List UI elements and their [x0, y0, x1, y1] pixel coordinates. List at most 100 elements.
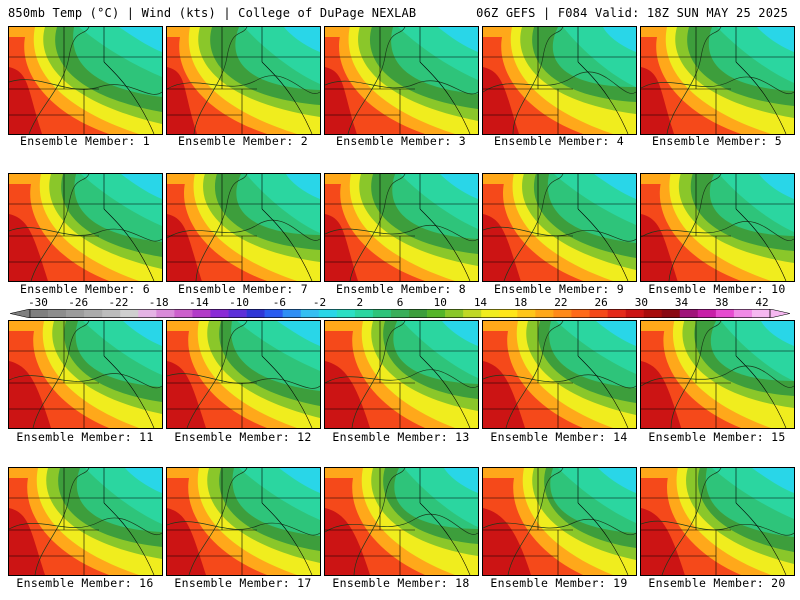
temperature-map [641, 27, 794, 134]
ensemble-map-panel [166, 320, 321, 429]
colorbar-segment [751, 309, 771, 318]
ensemble-map-panel [640, 467, 795, 576]
ensemble-map-panel [166, 467, 321, 576]
ensemble-member-label: Ensemble Member: 17 [174, 576, 312, 590]
temperature-map [483, 174, 636, 281]
temperature-map [483, 27, 636, 134]
colorbar-segment [228, 309, 247, 318]
ensemble-map-panel [482, 320, 637, 429]
colorbar-tick-label: 38 [715, 296, 729, 309]
colorbar-segment [463, 309, 482, 318]
colorbar-segment [517, 309, 536, 318]
temperature-colorbar: -30 -26 -22 -18 -14 -10 -6 -2 2 6 10 14 18 22 26 30 34 38… [10, 296, 790, 320]
ensemble-map-panel [8, 467, 163, 576]
ensemble-map-panel [482, 26, 637, 135]
ensemble-member-label: Ensemble Member: 1 [19, 134, 151, 148]
colorbar-tick-label: 26 [594, 296, 608, 309]
ensemble-member-label: Ensemble Member: 18 [332, 576, 470, 590]
colorbar-segment [84, 309, 103, 318]
ensemble-map-panel [324, 320, 479, 429]
ensemble-member-label: Ensemble Member: 3 [335, 134, 467, 148]
colorbar-segment [246, 309, 265, 318]
colorbar-segment [571, 309, 590, 318]
header-left-title: 850mb Temp (°C) | Wind (kts) | College o… [8, 6, 417, 20]
ensemble-member-label: Ensemble Member: 9 [493, 282, 625, 296]
colorbar-segment [553, 309, 572, 318]
ensemble-map-panel [8, 26, 163, 135]
ensemble-map-panel [640, 173, 795, 282]
temperature-map [167, 468, 320, 575]
colorbar-tick-label: -22 [108, 296, 129, 309]
colorbar-tick-label: 2 [356, 296, 364, 309]
colorbar-segment [589, 309, 608, 318]
colorbar-tick-label: 10 [433, 296, 447, 309]
colorbar-segment [336, 309, 356, 318]
ensemble-member-label: Ensemble Member: 20 [648, 576, 786, 590]
ensemble-map-panel [324, 173, 479, 282]
temperature-map [325, 174, 478, 281]
colorbar-tick-label: -6 [272, 296, 286, 309]
ensemble-map-panel [640, 320, 795, 429]
colorbar-segment [138, 309, 157, 318]
colorbar-segment [120, 309, 139, 318]
colorbar-tick-label: 30 [634, 296, 648, 309]
ensemble-member-label: Ensemble Member: 6 [19, 282, 151, 296]
ensemble-member-label: Ensemble Member: 5 [651, 134, 783, 148]
colorbar-segment [499, 309, 518, 318]
temperature-map [325, 321, 478, 428]
ensemble-map-panel [8, 173, 163, 282]
colorbar-segment [66, 309, 85, 318]
ensemble-map-panel [482, 467, 637, 576]
ensemble-map-panel [482, 173, 637, 282]
colorbar-segment [48, 309, 67, 318]
colorbar-segment [427, 309, 446, 318]
colorbar-segment [354, 309, 374, 318]
colorbar-tick-label: 14 [473, 296, 488, 309]
temperature-map [483, 321, 636, 428]
temperature-map [641, 174, 794, 281]
colorbar-border [29, 309, 771, 318]
colorbar-tick-label: -10 [229, 296, 250, 309]
temperature-map [9, 27, 162, 134]
colorbar-right-arrow [769, 309, 790, 318]
ensemble-member-label: Ensemble Member: 19 [490, 576, 628, 590]
colorbar-tick-label: 42 [755, 296, 769, 309]
colorbar-segment [661, 309, 681, 318]
colorbar-segment [679, 309, 699, 318]
temperature-map [9, 321, 162, 428]
colorbar-tick-label: 6 [396, 296, 404, 309]
colorbar-segment [192, 309, 211, 318]
colorbar-segment [210, 309, 229, 318]
ensemble-map-panel [8, 320, 163, 429]
ensemble-map-panel [640, 26, 795, 135]
colorbar-segment [607, 309, 626, 318]
temperature-map [325, 27, 478, 134]
colorbar-tick-label: 34 [674, 296, 689, 309]
colorbar-segment [318, 309, 338, 318]
ensemble-member-label: Ensemble Member: 7 [177, 282, 309, 296]
colorbar-segment [625, 309, 644, 318]
ensemble-member-label: Ensemble Member: 10 [648, 282, 786, 296]
ensemble-member-label: Ensemble Member: 12 [174, 430, 312, 444]
temperature-map [167, 27, 320, 134]
colorbar-tick-label: -2 [312, 296, 327, 309]
temperature-map [483, 468, 636, 575]
ensemble-member-label: Ensemble Member: 2 [177, 134, 309, 148]
ensemble-member-label: Ensemble Member: 16 [16, 576, 154, 590]
ensemble-map-panel [166, 26, 321, 135]
temperature-map [9, 468, 162, 575]
colorbar-segment [733, 309, 753, 318]
colorbar-segment [102, 309, 121, 318]
colorbar-segment [409, 309, 428, 318]
colorbar-tick-label: 18 [514, 296, 528, 309]
temperature-map [167, 321, 320, 428]
colorbar-segment [156, 309, 175, 318]
ensemble-map-panel [166, 173, 321, 282]
colorbar-segment [390, 309, 410, 318]
colorbar-tick-label: -30 [28, 296, 48, 309]
colorbar-strip [10, 309, 790, 318]
colorbar-segment [300, 309, 320, 318]
ensemble-member-label: Ensemble Member: 4 [493, 134, 625, 148]
colorbar-segment [715, 309, 735, 318]
colorbar-tick-label: 22 [554, 296, 568, 309]
